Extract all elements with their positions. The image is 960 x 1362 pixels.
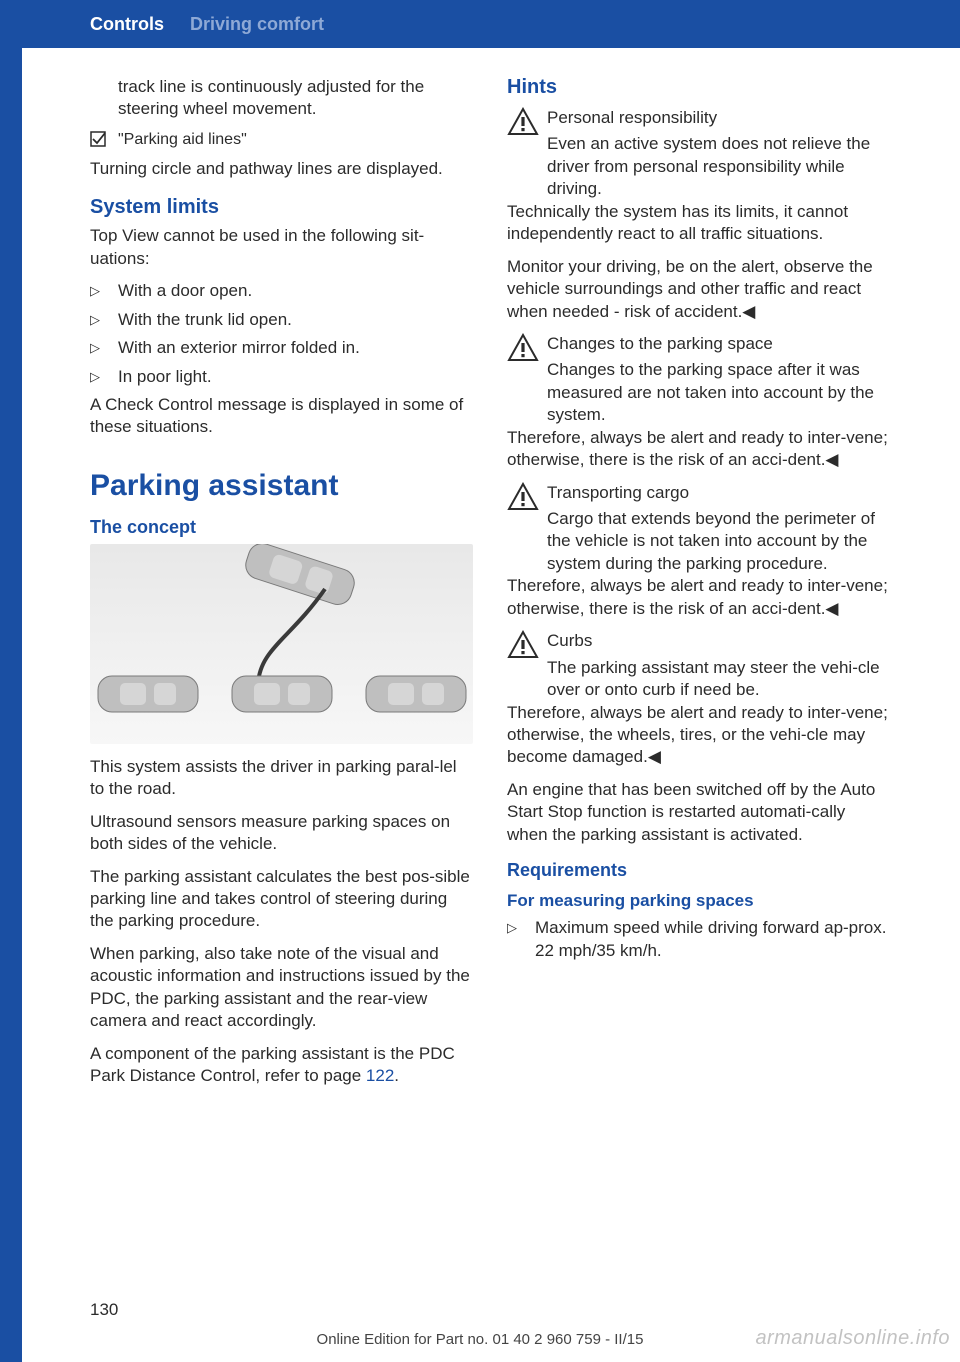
pathway-text: Turning circle and pathway lines are dis… — [90, 158, 473, 180]
warning-body: Technically the system has its limits, i… — [507, 201, 890, 246]
concept-p2: Ultrasound sensors measure parking space… — [90, 811, 473, 856]
warning-body: Therefore, always be alert and ready to … — [507, 427, 890, 472]
concept-p3: The parking assistant calculates the bes… — [90, 866, 473, 933]
page-number: 130 — [90, 1300, 118, 1320]
bullet-item: ▷ With an exterior mirror folded in. — [90, 337, 473, 359]
checkbox-row-parking-aid: "Parking aid lines" — [90, 131, 473, 152]
side-stripe — [0, 0, 22, 1362]
warning-body: Even an active system does not relieve t… — [547, 133, 890, 200]
warning-title: Transporting cargo — [547, 482, 890, 504]
triangle-bullet-icon: ▷ — [90, 366, 118, 388]
heading-parking-assistant: Parking assistant — [90, 469, 473, 503]
syslimits-intro: Top View cannot be used in the following… — [90, 225, 473, 270]
bullet-text: With an exterior mirror folded in. — [118, 337, 360, 359]
breadcrumb-bar: Controls Driving comfort — [22, 0, 960, 48]
warning-title: Personal responsibility — [547, 107, 890, 129]
warning-icon — [507, 333, 547, 368]
triangle-bullet-icon: ▷ — [90, 337, 118, 359]
triangle-bullet-icon: ▷ — [90, 280, 118, 302]
warning-transporting-cargo: Transporting cargo Cargo that extends be… — [507, 482, 890, 576]
warning-title: Curbs — [547, 630, 890, 652]
triangle-bullet-icon: ▷ — [90, 309, 118, 331]
warning-icon — [507, 107, 547, 142]
continuation-text: track line is continuously adjusted for … — [90, 76, 473, 121]
watermark: armanualsonline.info — [755, 1327, 950, 1350]
checkbox-icon — [90, 131, 118, 152]
bullet-text: Maximum speed while driving forward ap‐p… — [535, 917, 890, 962]
breadcrumb-controls: Controls — [90, 14, 164, 35]
concept-p5: A component of the parking assistant is … — [90, 1043, 473, 1088]
syslimits-outro: A Check Control message is displayed in … — [90, 394, 473, 439]
page: Controls Driving comfort track line is c… — [0, 0, 960, 1362]
left-column: track line is continuously adjusted for … — [90, 76, 473, 1098]
warning-parking-space-changes: Changes to the parking space Changes to … — [507, 333, 890, 427]
warning-icon — [507, 630, 547, 665]
warning-personal-responsibility: Personal responsibility Even an active s… — [507, 107, 890, 201]
page-link-122[interactable]: 122 — [366, 1066, 394, 1085]
breadcrumb-driving-comfort: Driving comfort — [190, 14, 324, 35]
warning-body: Monitor your driving, be on the alert, o… — [507, 256, 890, 323]
content-columns: track line is continuously adjusted for … — [90, 76, 890, 1098]
heading-hints: Hints — [507, 76, 890, 99]
bullet-item: ▷ With the trunk lid open. — [90, 309, 473, 331]
concept-p5a: A component of the parking assistant is … — [90, 1044, 455, 1085]
heading-measuring-spaces: For measuring parking spaces — [507, 891, 890, 911]
bullet-item: ▷ Maximum speed while driving forward ap… — [507, 917, 890, 962]
concept-p4: When parking, also take note of the visu… — [90, 943, 473, 1033]
right-column: Hints Personal responsibility Even an ac… — [507, 76, 890, 1098]
triangle-bullet-icon: ▷ — [507, 917, 535, 939]
parking-diagram — [90, 544, 473, 744]
heading-the-concept: The concept — [90, 517, 473, 538]
warning-curbs: Curbs The parking assistant may steer th… — [507, 630, 890, 701]
heading-requirements: Requirements — [507, 860, 890, 881]
heading-system-limits: System limits — [90, 196, 473, 219]
warning-body: The parking assistant may steer the vehi… — [547, 657, 890, 702]
warning-body: Cargo that extends beyond the perimeter … — [547, 508, 890, 575]
bullet-text: With the trunk lid open. — [118, 309, 292, 331]
checkbox-label: "Parking aid lines" — [118, 131, 247, 149]
concept-p1: This system assists the driver in parkin… — [90, 756, 473, 801]
bullet-item: ▷ In poor light. — [90, 366, 473, 388]
bullet-item: ▷ With a door open. — [90, 280, 473, 302]
warning-body: Changes to the parking space after it wa… — [547, 359, 890, 426]
warning-title: Changes to the parking space — [547, 333, 890, 355]
warning-body: Therefore, always be alert and ready to … — [507, 575, 890, 620]
bullet-text: In poor light. — [118, 366, 212, 388]
warning-body: Therefore, always be alert and ready to … — [507, 702, 890, 769]
bullet-text: With a door open. — [118, 280, 252, 302]
concept-p5b: . — [394, 1066, 399, 1085]
engine-restart-text: An engine that has been switched off by … — [507, 779, 890, 846]
warning-icon — [507, 482, 547, 517]
